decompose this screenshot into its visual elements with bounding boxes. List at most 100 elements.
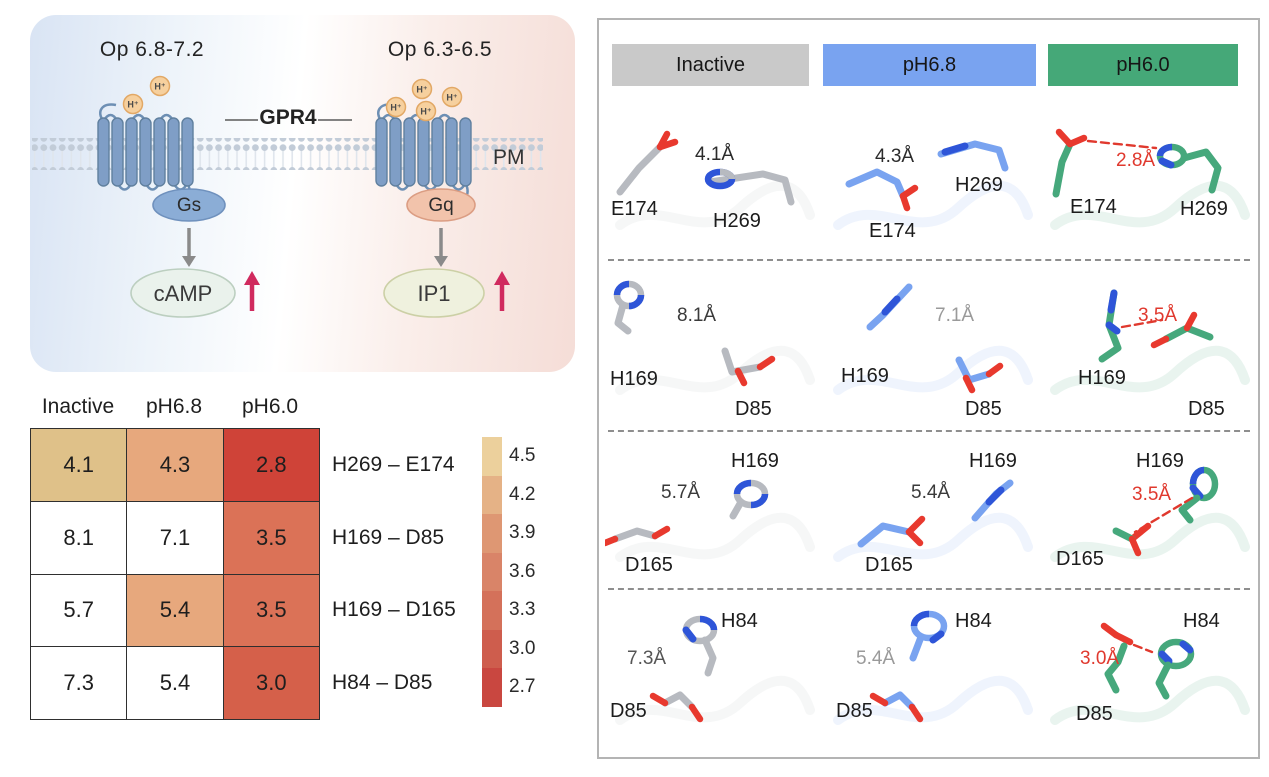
residue-label: D85 <box>965 398 1002 420</box>
structure-cell-r1-inactive: E174 H269 4.1Å <box>605 100 817 255</box>
residue-label: H169 <box>841 365 889 387</box>
his-stick <box>701 636 717 677</box>
heatmap-cell: 5.7 <box>31 574 128 648</box>
h-plus-icon <box>411 78 433 100</box>
condition-label-left: Op 6.8-7.2 <box>99 38 205 61</box>
h-plus-label: H⁺ <box>154 82 165 92</box>
heatmap-col-header-ph68: pH6.8 <box>145 395 203 418</box>
heatmap-cell: 4.1 <box>31 429 128 502</box>
heatmap-table: 4.1 4.3 2.8 8.1 7.1 3.5 5.7 5.4 3.5 7.3 … <box>30 428 320 720</box>
row-divider <box>608 430 1250 432</box>
distance-label: 4.1Å <box>695 144 735 165</box>
colorbar-segment <box>482 591 502 630</box>
asp-stick <box>721 347 764 376</box>
colorbar-segment <box>482 475 502 515</box>
colorbar-segment <box>482 514 502 553</box>
h-plus-icon <box>415 100 437 122</box>
camp-label: cAMP <box>153 281 213 306</box>
heatmap-row-label: H269 – E174 <box>332 452 455 476</box>
structure-cell-r4-ph68: H84 D85 5.4Å <box>823 590 1037 755</box>
distance-label: 2.8Å <box>1116 150 1156 171</box>
membrane-label: PM <box>493 146 525 169</box>
imidazole-ring <box>1107 289 1118 314</box>
hbond-dash <box>1120 318 1164 329</box>
residue-label: E174 <box>611 198 658 220</box>
imidazole-ring <box>941 142 969 156</box>
down-arrow-left <box>182 228 196 267</box>
residue-label: H269 <box>1180 198 1228 220</box>
distance-label: 7.1Å <box>935 305 975 326</box>
h-plus-label: H⁺ <box>446 93 457 103</box>
asp-stick <box>1104 642 1128 694</box>
molecule-sticks <box>613 280 815 395</box>
distance-label: 4.3Å <box>875 146 915 167</box>
colorbar-tick: 3.9 <box>509 522 536 543</box>
heatmap-cell: 7.3 <box>31 647 128 720</box>
residue-label: D85 <box>836 700 873 722</box>
colorbar-segment <box>482 552 502 592</box>
gq-label: Gq <box>428 195 454 216</box>
legend-ph68: pH6.8 <box>823 44 1036 86</box>
molecule-sticks <box>833 283 1033 395</box>
colorbar-segment <box>482 668 502 708</box>
colorbar-tick: 4.5 <box>509 445 536 466</box>
heatmap-colorbar <box>482 437 502 708</box>
colorbar-tick: 3.0 <box>509 638 536 659</box>
legend-ph60: pH6.0 <box>1048 44 1238 86</box>
molecule-sticks <box>1050 128 1250 230</box>
heatmap-cell: 5.4 <box>127 647 224 720</box>
residue-label: E174 <box>1070 196 1117 218</box>
heatmap-cell: 5.4 <box>127 574 224 648</box>
signaling-diagram: H⁺ H⁺ H⁺ H⁺ H⁺ H⁺ <box>32 75 543 318</box>
molecule-sticks <box>605 479 815 562</box>
residue-label: D165 <box>625 554 673 576</box>
his-stick <box>706 170 795 206</box>
residue-label: H169 <box>731 450 779 472</box>
his-stick <box>866 283 913 331</box>
glu-stick <box>616 143 664 196</box>
his-stick <box>909 633 925 662</box>
heatmap-row-label: H169 – D85 <box>332 525 445 549</box>
molecule-sticks <box>833 610 1033 725</box>
distance-label: 3.5Å <box>1132 484 1172 505</box>
h-plus-icon <box>149 75 171 97</box>
distance-label: 5.4Å <box>911 482 951 503</box>
residue-label: H84 <box>1183 610 1220 632</box>
distance-label: 5.7Å <box>661 482 701 503</box>
hbond-dash <box>1086 139 1158 150</box>
heatmap-col-header-ph60: pH6.0 <box>241 395 299 418</box>
structure-cell-r4-inactive: H84 D85 7.3Å <box>605 590 817 755</box>
heatmap-col-header-inactive: Inactive <box>41 395 115 418</box>
structure-cell-r2-ph60: H169 D85 3.5Å <box>1040 265 1252 425</box>
heatmap-cell: 2.8 <box>223 429 320 502</box>
colorbar-tick: 3.3 <box>509 599 536 620</box>
molecule-sticks <box>615 615 815 725</box>
residue-label: D165 <box>865 554 913 576</box>
ip1-ellipse <box>383 268 485 318</box>
his-stick <box>1155 661 1172 700</box>
distance-label: 3.5Å <box>1138 305 1178 326</box>
his-stick <box>729 498 745 520</box>
structure-cell-r1-ph60: E174 H269 2.8Å <box>1040 100 1252 255</box>
gq-protein-ellipse <box>406 188 476 222</box>
h-plus-icon <box>441 86 463 108</box>
structure-cell-r2-inactive: H169 D85 8.1Å <box>605 265 817 425</box>
structure-cell-r2-ph68: H169 D85 7.1Å <box>823 265 1037 425</box>
legend-inactive: Inactive <box>612 44 809 86</box>
heatmap-cell: 4.3 <box>127 429 224 502</box>
residue-label: D85 <box>610 700 647 722</box>
row-divider <box>608 259 1250 261</box>
his-stick <box>614 301 632 335</box>
residue-label: H269 <box>713 210 761 232</box>
heatmap-cell: 3.5 <box>223 574 320 648</box>
residue-label: D85 <box>1076 703 1113 725</box>
glu-stick <box>1052 140 1074 198</box>
residue-label: H84 <box>721 610 758 632</box>
molecule-sticks <box>1050 466 1250 562</box>
colorbar-tick: 3.6 <box>509 561 536 582</box>
camp-ellipse <box>130 268 236 318</box>
heatmap-row-label: H169 – D165 <box>332 597 456 621</box>
residue-label: D85 <box>735 398 772 420</box>
asp-stick <box>661 691 696 711</box>
structure-cell-r3-inactive: H169 D165 5.7Å <box>605 432 817 584</box>
